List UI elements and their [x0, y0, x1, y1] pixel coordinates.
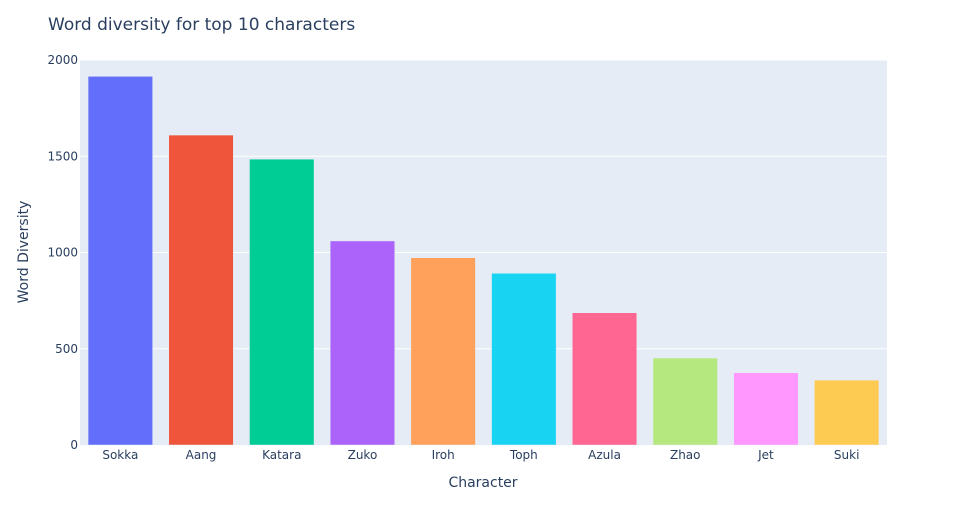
bar-toph[interactable] [491, 273, 557, 446]
x-tick-label: Toph [509, 448, 538, 462]
y-tick-label: 1000 [47, 246, 78, 260]
x-tick-label: Iroh [432, 448, 455, 462]
x-tick-label: Azula [588, 448, 621, 462]
y-axis-title: Word Diversity [16, 201, 32, 304]
bars [87, 76, 880, 446]
bar-zhao[interactable] [652, 357, 718, 446]
x-axis-title: Character [448, 475, 517, 491]
y-tick-label: 2000 [47, 53, 78, 67]
y-axis-ticks: 0 500 1000 1500 2000 [47, 53, 78, 452]
x-tick-label: Suki [834, 448, 860, 462]
y-tick-label: 1500 [47, 149, 78, 163]
bar-sokka[interactable] [87, 76, 153, 446]
x-axis-ticks: Sokka Aang Katara Zuko Iroh Toph Azula Zhao Jet S… [102, 448, 859, 462]
x-tick-label: Katara [262, 448, 301, 462]
bar-katara[interactable] [249, 158, 315, 446]
bar-iroh[interactable] [410, 257, 476, 446]
chart-title: Word diversity for top 10 characters [48, 15, 355, 35]
x-tick-label: Sokka [102, 448, 138, 462]
bar-azula[interactable] [572, 312, 638, 446]
x-tick-label: Aang [186, 448, 217, 462]
y-tick-label: 500 [55, 342, 78, 356]
bar-zuko[interactable] [329, 240, 395, 446]
y-tick-label: 0 [70, 438, 78, 452]
bar-suki[interactable] [814, 379, 880, 446]
bar-jet[interactable] [733, 372, 799, 446]
x-tick-label: Zhao [670, 448, 701, 462]
x-tick-label: Jet [757, 448, 774, 462]
bar-aang[interactable] [168, 134, 234, 446]
x-tick-label: Zuko [348, 448, 378, 462]
